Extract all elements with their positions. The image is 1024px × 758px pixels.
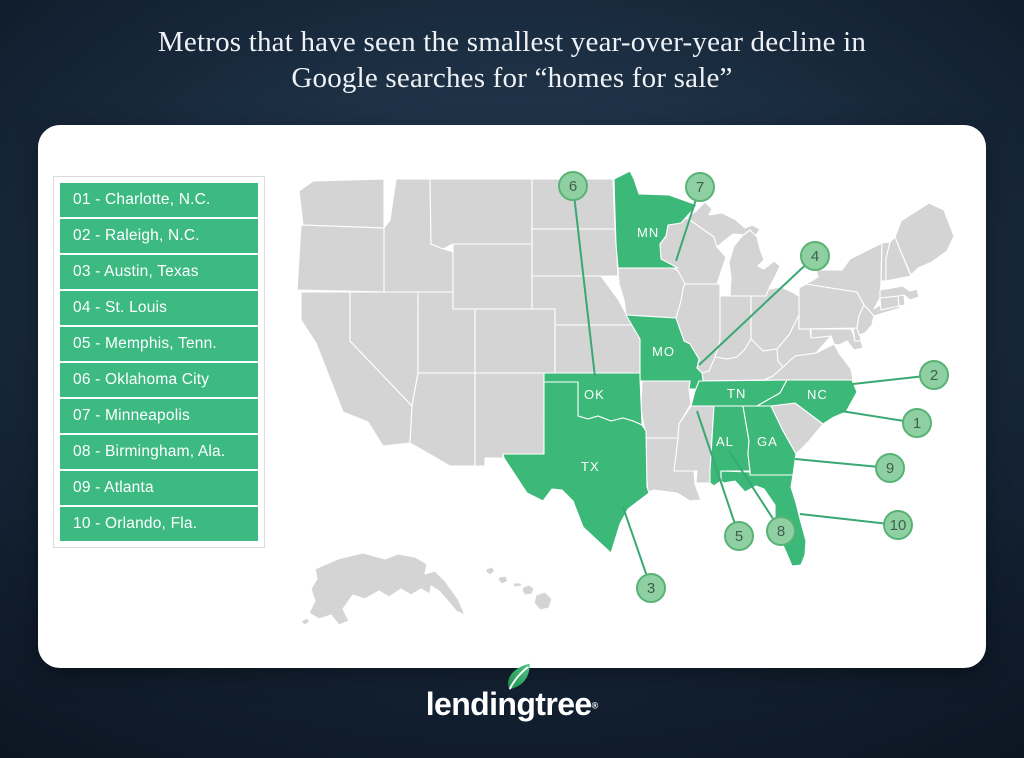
marker-1-number: 1: [913, 415, 921, 432]
state-label-mo: MO: [652, 344, 675, 359]
page-title: Metros that have seen the smallest year-…: [0, 24, 1024, 96]
lendingtree-logo: lendingtree®: [0, 663, 1024, 748]
state-hi-molokai: [512, 582, 523, 588]
state-hi-kauai: [485, 566, 496, 576]
marker-2: 2: [919, 360, 949, 390]
state-mi-upper: [686, 201, 761, 248]
leader-line-5: [696, 410, 740, 537]
state-ma: [879, 285, 920, 301]
state-mo-highlight: [625, 314, 704, 390]
infographic-card: 01 - Charlotte, N.C. 02 - Raleigh, N.C. …: [38, 125, 986, 668]
marker-3: 3: [636, 573, 666, 603]
list-item: 01 - Charlotte, N.C.: [60, 183, 258, 217]
state-wy: [452, 243, 533, 310]
page-title-line1: Metros that have seen the smallest year-…: [157, 26, 867, 58]
logo-block: lendingtree®: [425, 663, 599, 748]
marker-8-circle: [766, 516, 796, 546]
list-item: 08 - Birmingham, Ala.: [60, 435, 258, 469]
marker-10-number: 10: [890, 517, 907, 534]
state-ak: [308, 552, 466, 626]
us-map-svg: MN MO OK TX TN AL GA NC FL 6 7 4: [296, 170, 955, 626]
marker-9: 9: [875, 453, 905, 483]
marker-5: 5: [724, 521, 754, 551]
state-nm: [474, 372, 545, 467]
marker-7-number: 7: [696, 179, 704, 196]
state-me: [894, 202, 955, 276]
leaf-icon: [507, 663, 530, 690]
markers: 6 7 4 2 1 9 10: [558, 171, 949, 603]
marker-5-number: 5: [735, 528, 743, 545]
state-ny: [805, 242, 901, 317]
leader-line-6: [572, 185, 596, 378]
leader-line-4: [698, 255, 816, 366]
state-ks: [554, 324, 641, 374]
marker-6-circle: [558, 171, 588, 201]
list-item: 04 - St. Louis: [60, 291, 258, 325]
state-label-mn: MN: [637, 225, 659, 240]
marker-9-circle: [875, 453, 905, 483]
leader-line-8: [728, 450, 782, 532]
list-item: 05 - Memphis, Tenn.: [60, 327, 258, 361]
state-label-tx: TX: [581, 459, 600, 474]
marker-1-circle: [902, 408, 932, 438]
marker-6: 6: [558, 171, 588, 201]
state-va: [763, 343, 854, 381]
marker-10-circle: [883, 510, 913, 540]
state-wa: [298, 178, 385, 229]
leader-line-9: [794, 458, 891, 469]
state-az: [409, 372, 476, 467]
list-item: 06 - Oklahoma City: [60, 363, 258, 397]
logo-registered-mark: ®: [591, 700, 599, 711]
state-mi-lower: [728, 229, 781, 297]
state-co: [474, 308, 556, 374]
gray-states: [296, 178, 955, 626]
state-or: [296, 224, 391, 293]
marker-4-circle: [800, 241, 830, 271]
list-item: 03 - Austin, Texas: [60, 255, 258, 289]
list-item: 10 - Orlando, Fla.: [60, 507, 258, 541]
list-item: 07 - Minneapolis: [60, 399, 258, 433]
state-mt: [429, 178, 533, 250]
marker-8: 8: [766, 516, 796, 546]
marker-6-number: 6: [569, 178, 577, 195]
metro-ranking-list: 01 - Charlotte, N.C. 02 - Raleigh, N.C. …: [53, 176, 265, 548]
logo-wordmark: lendingtree: [425, 686, 592, 722]
marker-7: 7: [685, 172, 715, 202]
marker-4-number: 4: [811, 248, 819, 265]
state-tx-highlight: [502, 381, 650, 554]
page-title-line2: Google searches for “homes for sale”: [291, 62, 733, 94]
marker-2-circle: [919, 360, 949, 390]
state-sd: [531, 228, 619, 277]
marker-7-circle: [685, 172, 715, 202]
state-label-ok: OK: [584, 387, 605, 402]
state-label-tn: TN: [727, 386, 746, 401]
leader-line-10: [799, 513, 899, 526]
state-label-al: AL: [716, 434, 734, 449]
marker-1: 1: [902, 408, 932, 438]
state-label-ga: GA: [757, 434, 778, 449]
state-md: [810, 328, 864, 351]
state-hi-oahu: [497, 575, 509, 585]
state-hi-bigisland: [533, 591, 553, 611]
us-map: MN MO OK TX TN AL GA NC FL 6 7 4: [293, 169, 985, 647]
marker-10: 10: [883, 510, 913, 540]
list-item: 02 - Raleigh, N.C.: [60, 219, 258, 253]
state-hi-maui: [521, 584, 535, 596]
highlighted-states: [502, 170, 858, 567]
state-ia: [617, 267, 688, 319]
marker-5-circle: [724, 521, 754, 551]
state-ri: [897, 294, 906, 307]
state-ak-island: [300, 617, 311, 626]
state-mn-highlight: [613, 170, 698, 269]
marker-9-number: 9: [886, 460, 894, 477]
marker-2-number: 2: [930, 367, 938, 384]
state-label-nc: NC: [807, 387, 828, 402]
marker-3-circle: [636, 573, 666, 603]
marker-8-number: 8: [777, 523, 785, 540]
list-item: 09 - Atlanta: [60, 471, 258, 505]
marker-4: 4: [800, 241, 830, 271]
marker-3-number: 3: [647, 580, 655, 597]
